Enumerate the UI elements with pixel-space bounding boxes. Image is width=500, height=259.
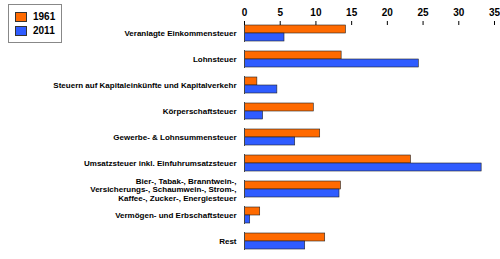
svg-text:5: 5 [277,7,283,18]
svg-text:35: 35 [489,7,500,18]
svg-text:Lohnsteuer: Lohnsteuer [193,55,237,64]
svg-text:25: 25 [418,7,430,18]
svg-text:Gewerbe- & Lohnsummensteuer: Gewerbe- & Lohnsummensteuer [113,133,236,142]
svg-text:Veranlagte Einkommensteuer: Veranlagte Einkommensteuer [124,29,236,38]
svg-text:Umsatzsteuer inkl. Einfuhrumsa: Umsatzsteuer inkl. Einfuhrumsatzsteuer [84,159,236,168]
svg-text:10: 10 [310,7,322,18]
svg-text:Bier-, Tabak-, Branntwein-,Ver: Bier-, Tabak-, Branntwein-,Versicherungs… [90,177,236,204]
svg-text:Steuern auf Kapitaleinkünfte u: Steuern auf Kapitaleinkünfte und Kapital… [53,81,236,90]
svg-text:Körperschaftsteuer: Körperschaftsteuer [163,107,237,116]
svg-text:Vermögen- und Erbschaftsteuer: Vermögen- und Erbschaftsteuer [115,211,236,220]
svg-text:Rest: Rest [219,237,237,246]
svg-text:20: 20 [382,7,394,18]
html-text:2011: 2011 [33,25,55,36]
svg-text:0: 0 [242,7,248,18]
svg-text:30: 30 [453,7,465,18]
html-text:1961: 1961 [33,11,56,22]
svg-text:15: 15 [346,7,358,18]
